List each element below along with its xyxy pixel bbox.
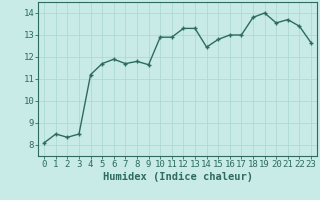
X-axis label: Humidex (Indice chaleur): Humidex (Indice chaleur) [103, 172, 252, 182]
